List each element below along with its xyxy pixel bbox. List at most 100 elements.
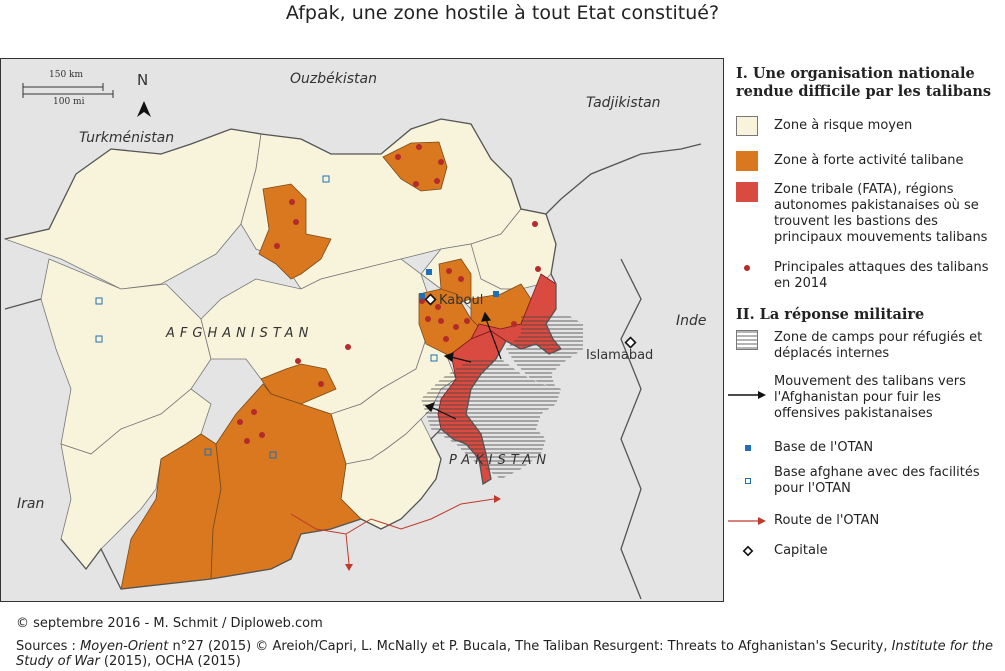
- attack-marker: [443, 336, 449, 342]
- legend-label-camps: Zone de camps pour réfugiés et déplacés …: [774, 330, 983, 361]
- route-otan-est: [290, 498, 495, 535]
- capital-kaboul-icon: [424, 293, 437, 306]
- attack-marker: [453, 324, 459, 330]
- attack-dot-icon: [744, 265, 750, 271]
- attack-marker: [434, 178, 440, 184]
- credit: © septembre 2016 - M. Schmit / Diploweb.…: [16, 616, 323, 631]
- sources-prefix: Sources :: [16, 639, 81, 654]
- attack-marker: [532, 221, 538, 227]
- legend-label-tribale: Zone tribale (FATA), régions autonomes p…: [774, 182, 988, 245]
- scale-bar: [22, 83, 114, 98]
- map: 150 km 100 mi N Ouzbékistan Tadjikistan …: [0, 58, 724, 602]
- north-label: N: [137, 71, 149, 89]
- attack-marker: [395, 154, 401, 160]
- afghan-base-icon: [322, 175, 330, 183]
- attack-marker: [458, 276, 464, 282]
- legend-label-route: Route de l'OTAN: [774, 513, 880, 528]
- legend-label-attaques: Principales attaques des talibans en 201…: [774, 260, 989, 291]
- afghan-base-legend-icon: [745, 478, 751, 484]
- nato-base-icon: [493, 291, 499, 297]
- label-iran: Iran: [17, 496, 45, 512]
- attack-marker: [511, 321, 517, 327]
- pakistan-india-border: [620, 258, 642, 600]
- afghan-base-icon: [95, 335, 103, 343]
- refugee-camps: [421, 314, 583, 479]
- north-arrow-icon: [137, 101, 151, 117]
- attack-marker: [295, 358, 301, 364]
- country-borders: [4, 118, 702, 600]
- legend-label-base-otan: Base de l'OTAN: [774, 440, 874, 455]
- capital-legend-icon: [742, 545, 754, 557]
- movement-arrow-1: [485, 318, 502, 360]
- swatch-camps: [736, 330, 758, 350]
- sources-end: (2015), OCHA (2015): [99, 654, 241, 669]
- attack-marker: [345, 344, 351, 350]
- camp-area-nord: [506, 314, 583, 389]
- north-arrow: [137, 101, 151, 117]
- nato-bases: [419, 269, 499, 299]
- attack-marker: [435, 304, 441, 310]
- legend-label-capitale: Capitale: [774, 543, 828, 558]
- label-islamabad: Islamabad: [586, 348, 654, 363]
- nato-base-icon: [419, 293, 425, 299]
- nato-base-icon: [426, 269, 432, 275]
- camp-area-sud: [421, 359, 561, 479]
- afghan-base-icon: [430, 354, 438, 362]
- afghan-bases: [95, 175, 438, 459]
- attack-marker: [446, 268, 452, 274]
- legend-label-base-afghane: Base afghane avec des facilités pour l'O…: [774, 465, 980, 496]
- label-turkmenistan: Turkménistan: [79, 130, 175, 146]
- attack-marker: [438, 159, 444, 165]
- sources-isw: Institute for the Study of War: [16, 639, 994, 669]
- capital-islamabad-icon: [624, 336, 637, 349]
- attack-marker: [244, 438, 250, 444]
- route-otan-sud: [345, 533, 350, 565]
- afghan-base-icon: [204, 448, 212, 456]
- route-arrow-sud: [345, 564, 353, 571]
- legend-section-2: II. La réponse militaire: [736, 306, 925, 323]
- attack-marker: [237, 419, 243, 425]
- attack-marker: [419, 298, 425, 304]
- legend-label-moyen: Zone à risque moyen: [774, 118, 913, 133]
- legend-section-1: I. Une organisation nationale rendue dif…: [736, 65, 992, 100]
- iran-border: [4, 298, 42, 310]
- attack-marker: [535, 266, 541, 272]
- taliban-movements: [424, 311, 502, 420]
- zone-forte-nordouest: [258, 183, 332, 280]
- label-afghanistan: AFGHANISTAN: [166, 326, 314, 341]
- province-moyen-1: [3, 128, 262, 290]
- map-canvas: [3, 83, 702, 600]
- nato-base-legend-icon: [745, 445, 751, 451]
- attack-marker: [293, 219, 299, 225]
- sources: Sources : Moyen-Orient n°27 (2015) © Are…: [16, 639, 996, 669]
- movement-arrow-icon: [728, 391, 766, 399]
- attack-marker: [413, 181, 419, 187]
- attack-marker: [464, 318, 470, 324]
- attack-marker: [274, 243, 280, 249]
- afghanistan-border: [4, 118, 702, 590]
- afghan-base-icon: [269, 451, 277, 459]
- legend-label-forte: Zone à forte activité talibane: [774, 153, 964, 168]
- label-pakistan: PAKISTAN: [449, 453, 552, 468]
- swatch-tribale: [736, 182, 758, 202]
- attack-markers: [237, 144, 541, 444]
- sources-mo: Moyen-Orient: [80, 639, 169, 654]
- attack-marker: [259, 432, 265, 438]
- route-arrow-icon: [728, 517, 766, 525]
- movement-arrow-2: [450, 356, 472, 363]
- sources-mid: n°27 (2015) © Areioh/Capri, L. McNally e…: [168, 639, 892, 654]
- scale-label-km: 150 km: [49, 70, 84, 80]
- swatch-moyen: [736, 116, 758, 136]
- attack-marker: [425, 316, 431, 322]
- label-tadjikistan: Tadjikistan: [586, 95, 661, 111]
- label-ouzbekistan: Ouzbékistan: [290, 71, 377, 87]
- legend-label-mouvement: Mouvement des talibans vers l'Afghanista…: [774, 374, 966, 421]
- movement-arrow-3: [430, 406, 457, 420]
- attack-marker: [289, 199, 295, 205]
- capitals: [424, 293, 637, 349]
- attack-marker: [438, 318, 444, 324]
- swatch-forte: [736, 151, 758, 171]
- page-title: Afpak, une zone hostile à tout Etat cons…: [285, 2, 720, 24]
- label-inde: Inde: [676, 313, 707, 329]
- scale-label-mi: 100 mi: [53, 97, 85, 107]
